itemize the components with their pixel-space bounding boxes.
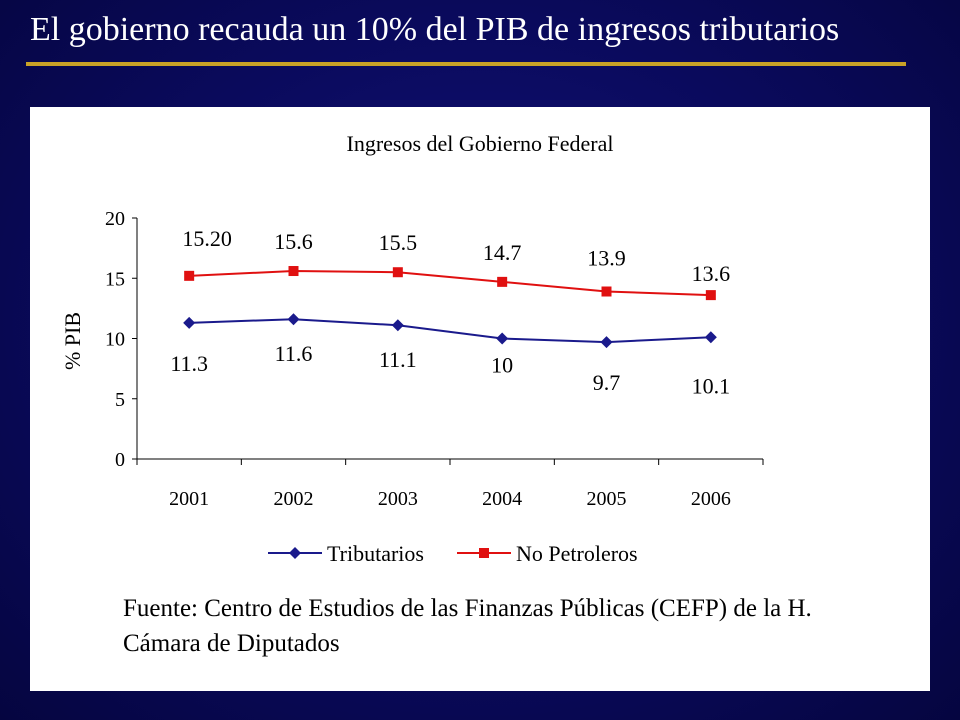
data-point-no-petroleros: [288, 266, 299, 277]
series-line-no-petroleros: [189, 270, 711, 297]
data-point-no-petroleros: [497, 276, 508, 287]
series-line-tributarios: [189, 318, 711, 344]
chart-title: Ingresos del Gobierno Federal: [347, 131, 614, 156]
source-line-2: Cámara de Diputados: [123, 630, 340, 657]
legend-marker-no-petroleros: [479, 548, 489, 558]
data-label-no-petroleros: 15.6: [274, 229, 313, 254]
source-note: Fuente: Centro de Estudios de las Finanz…: [123, 591, 883, 661]
data-label-tributarios: 10: [491, 353, 513, 378]
data-label-tributarios: 11.1: [379, 347, 417, 372]
y-tick-label: 5: [115, 389, 125, 411]
y-tick-label: 0: [115, 449, 125, 471]
x-tick-label: 2004: [482, 488, 522, 510]
y-tick-label: 20: [105, 208, 125, 230]
slide-title: El gobierno recauda un 10% del PIB de in…: [30, 11, 840, 48]
y-axis-label: % PIB: [60, 312, 85, 370]
data-label-no-petroleros: 13.9: [587, 246, 626, 271]
chart-svg: Ingresos del Gobierno Federal % PIB 0 5 10…: [60, 131, 764, 566]
data-label-tributarios: 10.1: [692, 373, 731, 398]
legend: Tributarios No Petroleros: [268, 541, 638, 566]
data-point-tributarios: [287, 313, 300, 326]
x-tick-label: 2006: [691, 488, 731, 510]
data-point-no-petroleros: [705, 290, 716, 301]
data-label-no-petroleros: 15.5: [379, 230, 418, 255]
x-tick-label: 2001: [169, 488, 209, 510]
x-tick-label: 2002: [274, 488, 314, 510]
data-label-tributarios: 9.7: [593, 370, 621, 395]
data-label-tributarios: 11.6: [275, 341, 313, 366]
data-point-tributarios: [704, 331, 717, 344]
data-point-tributarios: [183, 316, 196, 329]
title-underline: [26, 62, 906, 66]
legend-marker-tributarios: [289, 547, 301, 559]
data-label-no-petroleros: 13.6: [692, 261, 731, 286]
data-point-tributarios: [600, 336, 613, 349]
source-line-1: Fuente: Centro de Estudios de las Finanz…: [123, 595, 812, 622]
data-point-no-petroleros: [392, 267, 403, 278]
plot-area: 0 5 10 15 20 2001 2002 2003 2004 2005 2006 11.3 11.6…: [105, 208, 764, 510]
data-label-tributarios: 11.3: [170, 351, 208, 376]
y-tick-label: 10: [105, 329, 125, 351]
legend-label-no-petroleros: No Petroleros: [516, 541, 638, 566]
data-point-tributarios: [496, 332, 509, 345]
data-label-no-petroleros: 15.20: [182, 226, 232, 251]
data-label-no-petroleros: 14.7: [483, 240, 521, 265]
legend-label-tributarios: Tributarios: [327, 541, 424, 566]
y-tick-label: 15: [105, 268, 125, 290]
x-tick-label: 2005: [587, 488, 627, 510]
x-tick-label: 2003: [378, 488, 418, 510]
data-point-no-petroleros: [184, 270, 195, 281]
chart-panel: Ingresos del Gobierno Federal % PIB 0 5 10…: [30, 107, 930, 691]
data-point-tributarios: [391, 319, 404, 332]
data-point-no-petroleros: [601, 286, 612, 297]
